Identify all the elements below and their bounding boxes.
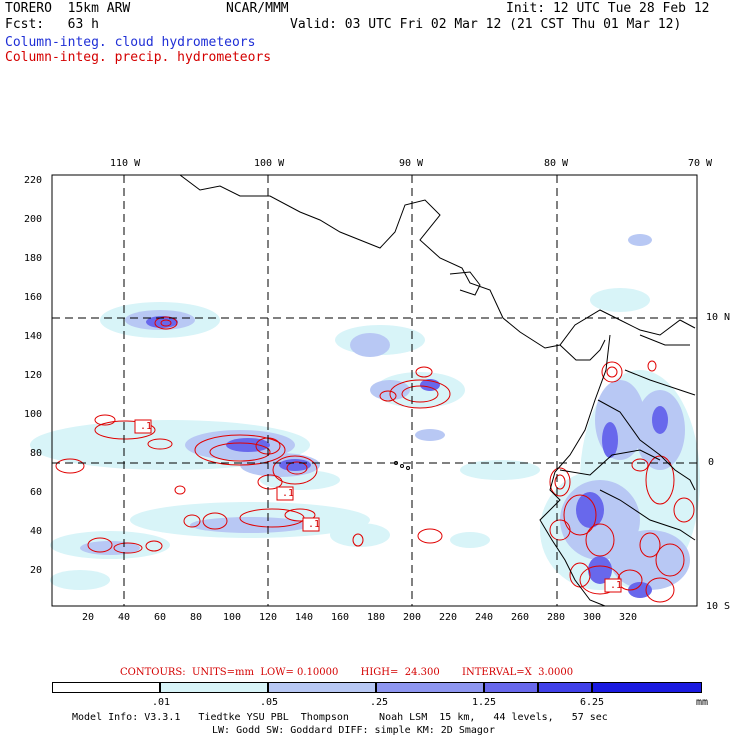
contour-label: .1 xyxy=(282,488,295,499)
x-tick: 140 xyxy=(295,612,314,623)
x-tick: 160 xyxy=(331,612,350,623)
graticule xyxy=(52,175,697,606)
color-bar-unit: mm xyxy=(696,697,709,708)
init-time: Init: 12 UTC Tue 28 Feb 12 xyxy=(506,1,710,16)
lat-label-equator: 0 xyxy=(708,457,715,468)
x-tick: 60 xyxy=(154,612,167,623)
y-tick: 20 xyxy=(30,565,43,576)
lon-label-90w: 90 W xyxy=(399,158,424,169)
x-tick: 280 xyxy=(547,612,566,623)
x-tick: 200 xyxy=(403,612,422,623)
x-tick: 40 xyxy=(118,612,131,623)
organization: NCAR/MMM xyxy=(226,1,289,16)
color-bar-cell xyxy=(538,682,592,693)
color-bar-cell xyxy=(376,682,484,693)
color-bar-cell xyxy=(592,682,702,693)
lon-label-110w: 110 W xyxy=(110,158,141,169)
contour-info: CONTOURS: UNITS=mm LOW= 0.10000 HIGH= 24… xyxy=(120,667,574,678)
x-tick: 240 xyxy=(475,612,494,623)
color-bar-cell xyxy=(160,682,268,693)
color-bar-cell xyxy=(484,682,538,693)
x-tick: 220 xyxy=(439,612,458,623)
color-bar-value: .25 xyxy=(370,697,389,708)
valid-time: Valid: 03 UTC Fri 02 Mar 12 (21 CST Thu … xyxy=(290,17,682,32)
color-bar-value: .01 xyxy=(152,697,171,708)
x-tick: 300 xyxy=(583,612,602,623)
model-info-physics: LW: Godd SW: Goddard DIFF: simple KM: 2D… xyxy=(212,725,495,736)
color-bar-value: 6.25 xyxy=(580,697,605,708)
color-bar-cell xyxy=(268,682,376,693)
lon-label-80w: 80 W xyxy=(544,158,569,169)
y-tick: 80 xyxy=(30,448,43,459)
y-tick: 180 xyxy=(24,253,43,264)
lat-label-10n: 10 N xyxy=(706,312,731,323)
y-tick: 200 xyxy=(24,214,43,225)
forecast-hour: Fcst: 63 h xyxy=(5,17,99,32)
lon-label-70w: 70 W xyxy=(688,158,713,169)
model-name: TORERO 15km ARW xyxy=(5,1,131,16)
color-bar-value: .05 xyxy=(260,697,279,708)
y-tick: 40 xyxy=(30,526,43,537)
y-tick: 100 xyxy=(24,409,43,420)
color-bar-value: 1.25 xyxy=(472,697,497,708)
x-tick: 80 xyxy=(190,612,203,623)
y-tick: 220 xyxy=(24,175,43,186)
coastlines xyxy=(52,174,696,607)
model-info: Model Info: V3.3.1 Tiedtke YSU PBL Thomp… xyxy=(72,712,608,723)
color-bar-cell xyxy=(52,682,160,693)
x-tick: 100 xyxy=(223,612,242,623)
contour-label: .1 xyxy=(308,519,321,530)
precip-contours xyxy=(55,316,695,603)
x-tick: 260 xyxy=(511,612,530,623)
lat-label-10s: 10 S xyxy=(706,601,731,612)
x-tick: 120 xyxy=(259,612,278,623)
y-tick: 160 xyxy=(24,292,43,303)
y-tick: 140 xyxy=(24,331,43,342)
field-label-cloud: Column-integ. cloud hydrometeors xyxy=(5,35,256,50)
x-tick: 180 xyxy=(367,612,386,623)
contour-label-boxes xyxy=(134,419,622,593)
y-tick: 60 xyxy=(30,487,43,498)
contour-label: .1 xyxy=(140,421,153,432)
map-frame xyxy=(51,174,698,607)
contour-label: .1 xyxy=(610,580,623,591)
y-tick: 120 xyxy=(24,370,43,381)
lon-label-100w: 100 W xyxy=(254,158,285,169)
x-tick: 320 xyxy=(619,612,638,623)
field-label-precip: Column-integ. precip. hydrometeors xyxy=(5,50,272,65)
x-tick: 20 xyxy=(82,612,95,623)
